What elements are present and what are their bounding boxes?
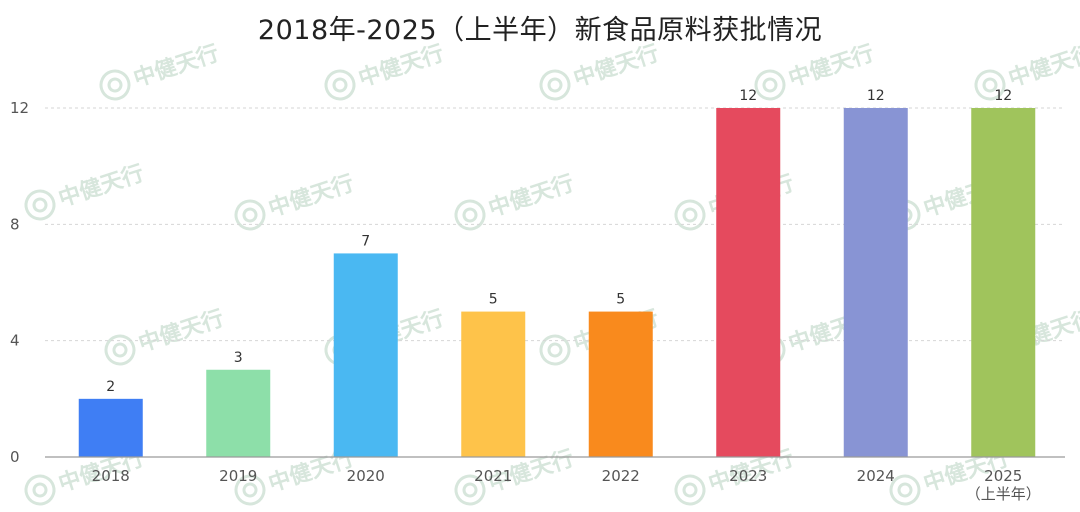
y-tick-label: 0 bbox=[10, 448, 20, 466]
bar-2023 bbox=[716, 108, 781, 457]
data-labels: 2 3 7 5 5 12 12 12 bbox=[106, 88, 1012, 395]
y-tick-label: 8 bbox=[10, 215, 20, 233]
chart-title: 2018年-2025（上半年）新食品原料获批情况 bbox=[257, 15, 823, 46]
x-tick-label-2019: 2019 bbox=[219, 467, 257, 485]
x-axis-ticks: 2018 2019 2020 2021 2022 2023 2024 2025（上半年） bbox=[92, 467, 1041, 503]
watermark-logo: 中健天行 bbox=[454, 170, 577, 231]
y-tick-label: 4 bbox=[10, 332, 20, 350]
watermark-logo: 中健天行 bbox=[99, 40, 222, 101]
x-tick-label-2022: 2022 bbox=[602, 467, 640, 485]
watermark-logo: 中健天行 bbox=[754, 40, 877, 101]
bar-2021 bbox=[461, 311, 526, 457]
bar-2019 bbox=[206, 369, 271, 457]
watermark-logo: 中健天行 bbox=[104, 305, 227, 366]
x-tick-label-2023: 2023 bbox=[729, 467, 767, 485]
watermark-logo: 中健天行 bbox=[539, 40, 662, 101]
bar-2020 bbox=[333, 253, 398, 457]
gridlines bbox=[45, 107, 1065, 342]
svg-text:中健天行: 中健天行 bbox=[485, 170, 577, 222]
watermark-logo: 中健天行 bbox=[324, 40, 447, 101]
x-tick-label-2025: 2025 bbox=[984, 467, 1022, 485]
svg-text:中健天行: 中健天行 bbox=[1005, 40, 1080, 92]
bars bbox=[78, 108, 1036, 457]
watermark-logo: 中健天行 bbox=[24, 160, 147, 221]
y-axis-ticks: 0 4 8 12 bbox=[10, 99, 29, 466]
x-tick-label-2020: 2020 bbox=[347, 467, 385, 485]
data-label-2022: 5 bbox=[616, 292, 625, 308]
svg-text:中健天行: 中健天行 bbox=[570, 40, 662, 92]
svg-text:中健天行: 中健天行 bbox=[785, 40, 877, 92]
data-label-2024: 12 bbox=[867, 88, 885, 104]
x-tick-label-2024: 2024 bbox=[857, 467, 895, 485]
x-tick-label-2021: 2021 bbox=[474, 467, 512, 485]
svg-text:中健天行: 中健天行 bbox=[55, 160, 147, 212]
x-tick-sublabel-2025: （上半年） bbox=[966, 485, 1041, 503]
bar-2018 bbox=[78, 398, 143, 457]
svg-text:中健天行: 中健天行 bbox=[265, 170, 357, 222]
bar-2024 bbox=[843, 108, 908, 457]
svg-text:中健天行: 中健天行 bbox=[130, 40, 222, 92]
bar-2022 bbox=[588, 311, 653, 457]
svg-text:中健天行: 中健天行 bbox=[135, 305, 227, 357]
data-label-2021: 5 bbox=[489, 292, 498, 308]
bar-2025 bbox=[971, 108, 1036, 457]
svg-text:中健天行: 中健天行 bbox=[355, 40, 447, 92]
watermark-logo: 中健天行 bbox=[974, 40, 1080, 101]
data-label-2025: 12 bbox=[994, 88, 1012, 104]
x-tick-label-2018: 2018 bbox=[92, 467, 130, 485]
data-label-2020: 7 bbox=[361, 233, 370, 249]
data-label-2023: 12 bbox=[739, 88, 757, 104]
y-tick-label: 12 bbox=[10, 99, 29, 117]
data-label-2018: 2 bbox=[106, 379, 115, 395]
watermark-logo: 中健天行 bbox=[234, 170, 357, 231]
data-label-2019: 3 bbox=[234, 350, 243, 366]
